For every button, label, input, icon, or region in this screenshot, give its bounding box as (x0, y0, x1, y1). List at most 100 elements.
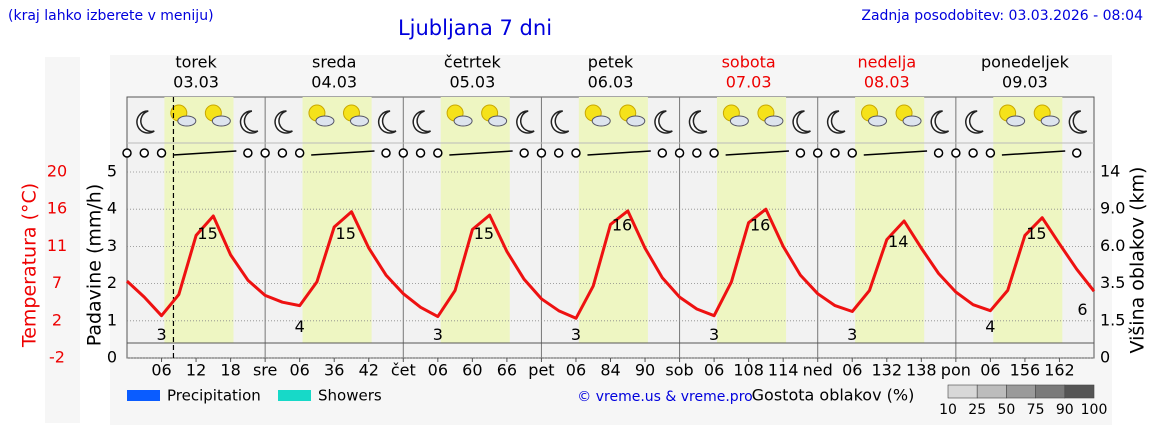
temperature-line (125, 207, 1096, 320)
day-name: sreda (312, 53, 356, 72)
x-tick-label: 66 (497, 361, 517, 380)
left-strip (45, 57, 80, 423)
cloud-density-label: 10 (939, 402, 957, 418)
moon-icon (792, 110, 811, 134)
y-tick-label: 5 (107, 162, 117, 181)
day-date: 08.03 (864, 73, 910, 92)
wind-calm (657, 148, 668, 158)
cloud-density-swatch (1064, 384, 1095, 399)
daylight-band (164, 97, 234, 343)
temperature-tick-label: 11 (47, 236, 67, 255)
extreme-label: 3 (433, 325, 443, 344)
x-tick-label: 06 (842, 361, 862, 380)
cloud-icon (868, 115, 888, 127)
wind-calm (243, 148, 253, 158)
wind-calm (847, 148, 857, 158)
wind-barb (863, 150, 928, 156)
temperature-tick-label: -2 (49, 348, 65, 367)
y2-tick-label: 14 (1100, 162, 1120, 181)
moon-icon (516, 110, 535, 134)
wind-calm (933, 148, 944, 158)
y2-tick-label: 0 (1100, 348, 1110, 367)
moon-icon (688, 110, 708, 134)
chart-title: Ljubljana 7 dni (398, 16, 552, 40)
day-date: 07.03 (726, 73, 772, 92)
cloud-density-label: 100 (1081, 402, 1108, 418)
cloud-density-label: 50 (997, 402, 1015, 418)
credit: © vreme.us & vreme.pro (577, 389, 752, 405)
extreme-label: 15 (1026, 224, 1046, 243)
extreme-label: 15 (197, 224, 217, 243)
cloud-icon (729, 115, 749, 127)
temperature-axis-title: Temperatura (°C) (19, 183, 41, 348)
moon-icon (377, 110, 397, 134)
x-tick-label: sob (665, 361, 693, 380)
y-tick-label: 0 (107, 348, 117, 367)
y2-tick-label: 9.0 (1100, 199, 1125, 218)
cloud-icon (1006, 115, 1026, 127)
y2-tick-label: 3.5 (1100, 273, 1125, 292)
extreme-label: 15 (474, 224, 494, 243)
moon-icon (1068, 110, 1088, 134)
wind-barb (173, 150, 237, 156)
wind-calm (122, 148, 132, 158)
x-tick-label: 06 (704, 361, 724, 380)
x-tick-label: 90 (635, 361, 655, 380)
cloud-icon (902, 115, 922, 127)
x-tick-label: 162 (1044, 361, 1075, 380)
extreme-label: 16 (612, 215, 632, 234)
x-tick-label: 06 (151, 361, 171, 380)
wind-calm (381, 148, 391, 158)
wind-calm (139, 148, 150, 158)
day-date: 09.03 (1002, 73, 1048, 92)
y-tick-label: 1 (107, 310, 117, 329)
wind-barb (311, 150, 375, 156)
extreme-label: 16 (750, 215, 770, 234)
x-tick-label: 06 (428, 361, 448, 380)
extreme-label: 4 (295, 317, 305, 336)
day-date: 05.03 (449, 73, 495, 92)
cloud-icon (349, 115, 369, 127)
updated: Zadnja posodobitev: 03.03.2026 - 08:04 (861, 8, 1143, 24)
wind-barb (1001, 150, 1066, 156)
wind-calm (674, 148, 685, 158)
wind-calm (398, 148, 409, 158)
extreme-label: 4 (985, 317, 995, 336)
cloud-density-swatch (1006, 384, 1036, 399)
cloud-icon (764, 115, 784, 127)
day-name: četrtek (444, 53, 502, 72)
day-name: petek (588, 53, 634, 72)
x-tick-label: 108 (733, 361, 764, 380)
wind-calm (709, 148, 719, 158)
x-tick-label: 06 (980, 361, 1000, 380)
day-name: nedelja (857, 53, 916, 72)
y2-axis-title: Višina oblakov (km) (1127, 167, 1149, 354)
moon-icon (654, 110, 673, 134)
cloud-icon (591, 115, 611, 127)
wind-calm (260, 148, 270, 158)
extreme-label: 14 (888, 232, 908, 251)
moon-icon (412, 110, 431, 134)
y-tick-label: 2 (107, 273, 117, 292)
wind-calm (536, 148, 547, 158)
wind-calm (433, 148, 443, 158)
day-name: torek (175, 53, 217, 72)
day-name: sobota (722, 53, 776, 72)
wind-calm (415, 148, 426, 158)
cloud-legend-title: Gostota oblakov (%) (752, 386, 915, 405)
y-tick-label: 3 (107, 236, 117, 255)
x-tick-label: 156 (1010, 361, 1041, 380)
wind-calm (571, 148, 581, 158)
cloud-density-label: 75 (1027, 402, 1045, 418)
cloud-density-swatch (947, 384, 978, 399)
cloud-icon (315, 115, 335, 127)
wind-calm (1071, 148, 1082, 158)
x-tick-label: 138 (906, 361, 937, 380)
daylight-band (855, 97, 925, 343)
cloud-density-label: 90 (1056, 402, 1074, 418)
daylight-band (302, 97, 372, 343)
cloud-icon (211, 115, 231, 127)
wind-calm (795, 148, 806, 158)
temperature-tick-label: 7 (52, 273, 62, 292)
